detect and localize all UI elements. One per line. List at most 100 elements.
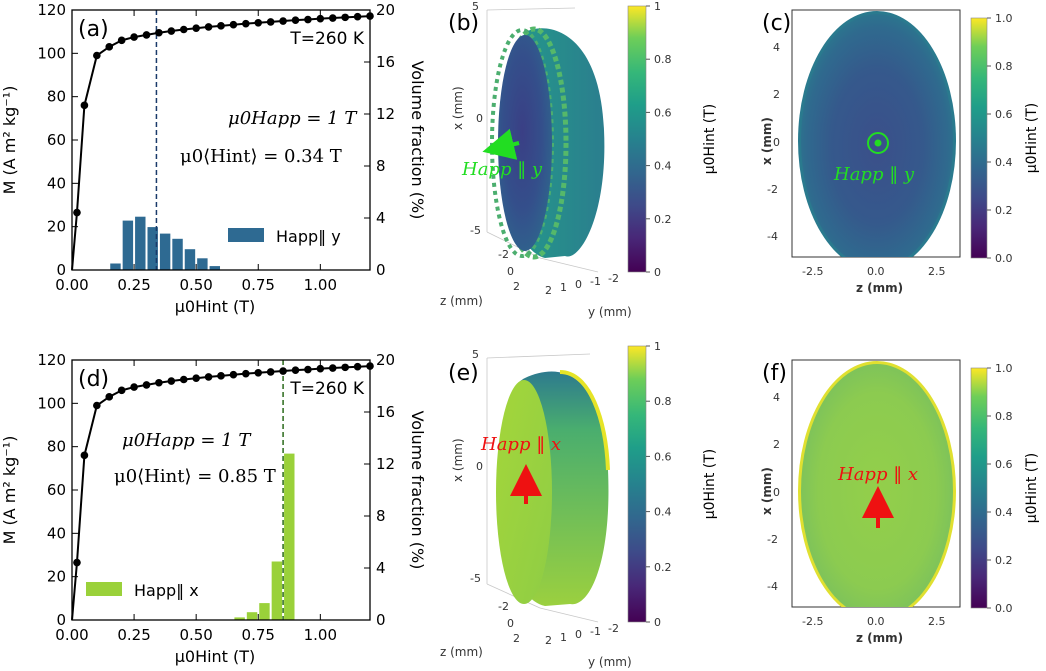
histogram-bar	[271, 561, 283, 620]
e-xtick: 5	[472, 348, 479, 361]
e-xtick: 0	[476, 460, 483, 473]
magnetization-point	[229, 370, 238, 379]
panel-d-magnetization-chart: 0.00 0.25 0.50 0.75 1.00 0 20 40 60 80 100 120 0 4 8 12…	[0, 351, 427, 666]
e-ytick: 2	[545, 634, 552, 647]
magnetization-point	[217, 22, 225, 30]
colorbar-tick-label: 0.6	[654, 450, 672, 463]
b-ztick: 2	[513, 280, 520, 293]
colorbar-tick-label: 0	[654, 616, 661, 629]
magnetization-point	[353, 12, 362, 21]
out-of-plane-dot-icon	[874, 139, 882, 147]
colorbar-tick-label: 1.0	[995, 12, 1013, 25]
x-tick-label: 1.00	[304, 626, 337, 644]
d-annotation-happ: μ0Happ = 1 T	[122, 430, 252, 451]
y-left-tick-label: 80	[47, 88, 66, 106]
f-ytick: 2	[773, 438, 780, 451]
magnetization-point	[130, 383, 138, 391]
b-xtick: 5	[472, 0, 479, 13]
colorbar-tick-label: 0.4	[995, 506, 1013, 519]
magnetization-point	[142, 31, 151, 39]
c-annotation: Happ ‖ y	[833, 164, 915, 185]
b-xtick: 0	[476, 112, 483, 125]
histogram-bar	[246, 612, 258, 620]
e-ytick: 1	[560, 631, 567, 644]
arrow-happ-b	[482, 128, 520, 160]
magnetization-point	[117, 386, 126, 395]
x-tick-label: 0.50	[179, 276, 212, 294]
panel-label-e: (e)	[448, 361, 479, 386]
magnetization-point	[304, 15, 312, 24]
f-ytick: 4	[773, 391, 780, 404]
y-left-tick-label: 20	[47, 568, 66, 586]
magnetization-point	[341, 363, 349, 372]
y-left-tick-label: 0	[56, 611, 66, 629]
magnetization-point	[93, 401, 101, 410]
x-tick-label: 0.75	[242, 626, 275, 644]
colorbar-tick-label: 1.0	[995, 362, 1013, 375]
magnetization-point	[266, 18, 275, 26]
magnetization-point	[291, 366, 300, 374]
c-xtick: 2.5	[928, 265, 946, 278]
x-tick-label: 0.00	[55, 626, 88, 644]
magnetization-point	[291, 16, 300, 24]
b-ztick: 0	[507, 265, 514, 278]
colorbar-tick-label: 0.2	[654, 213, 672, 226]
magnetization-point	[254, 368, 263, 377]
magnetization-point	[80, 451, 89, 460]
e-ztick: 2	[513, 632, 520, 645]
c-ytick: -2	[767, 183, 778, 196]
e-xlabel: x (mm)	[451, 438, 465, 482]
panel-label-c: (c)	[762, 11, 791, 36]
magnetization-point	[328, 364, 337, 372]
colorbar-tick-label: 0	[654, 266, 661, 279]
y-left-tick-label: 80	[47, 438, 66, 456]
colorbar-tick-label: 0.8	[654, 395, 672, 408]
histogram-bar	[172, 238, 183, 270]
x-tick-label: 0.25	[117, 626, 150, 644]
magnetization-point	[204, 373, 213, 381]
x-tick-label: 0.25	[117, 276, 150, 294]
a-annotation-happ: μ0Happ = 1 T	[228, 108, 358, 129]
magnetization-point	[155, 28, 163, 37]
magnetization-point	[80, 101, 89, 110]
panel-label-b: (b)	[448, 11, 479, 36]
y-right-tick-label: 12	[376, 455, 395, 473]
legend-label: Happ‖ x	[134, 581, 199, 600]
magnetization-point	[192, 374, 200, 383]
f-xtick: -2.5	[802, 615, 823, 628]
e-ztick: -2	[498, 600, 509, 613]
f-ytick: -2	[767, 533, 778, 546]
histogram-bar	[284, 453, 295, 620]
c-xtick: -2.5	[802, 265, 823, 278]
colorbar-tick-label: 0.4	[654, 160, 672, 173]
magnetization-point	[316, 14, 325, 23]
colorbar-f	[970, 367, 988, 609]
y-right-tick-label: 12	[376, 105, 395, 123]
colorbar-tick-label: 0.0	[995, 252, 1013, 265]
y-right-tick-label: 4	[376, 559, 386, 577]
f-xtick: 2.5	[928, 615, 946, 628]
f-ytick: -4	[767, 580, 778, 593]
histogram-bar	[159, 233, 171, 270]
y-left-tick-label: 60	[47, 131, 66, 149]
histogram-bar	[259, 603, 270, 620]
panel-c-heatmap: (c) Happ ‖ y 4 2 0 -2 -4 x (mm) -2.5 0.0…	[760, 9, 988, 295]
y-left-tick-label: 60	[47, 481, 66, 499]
magnetization-point	[117, 36, 126, 45]
x-axis-label: μ0Hint (T)	[175, 647, 256, 666]
legend-swatch	[86, 582, 122, 596]
panel-b-3d-plot: (b) 5 0 -5 x (mm) -2 0 2 z (mm) 2 1 0 -1…	[440, 0, 647, 319]
colorbar-c-ticks: 1.0 0.8 0.6 0.4 0.2 0.0 μ0Hint (T)	[987, 12, 1040, 265]
e-ztick: 0	[507, 617, 514, 630]
y-left-tick-label: 0	[56, 261, 66, 279]
y-right-tick-label: 0	[376, 261, 386, 279]
y-right-tick-label: 16	[376, 53, 395, 71]
panel-label: (a)	[78, 17, 109, 42]
magnetization-point	[242, 19, 250, 28]
y-left-tick-label: 20	[47, 218, 66, 236]
histogram-bar	[234, 617, 245, 620]
disk-edge-highlight-e	[559, 370, 610, 471]
x-tick-label: 0.50	[179, 626, 212, 644]
c-yticks: 4 2 0 -2 -4	[767, 41, 780, 243]
y-right-tick-label: 8	[376, 157, 386, 175]
